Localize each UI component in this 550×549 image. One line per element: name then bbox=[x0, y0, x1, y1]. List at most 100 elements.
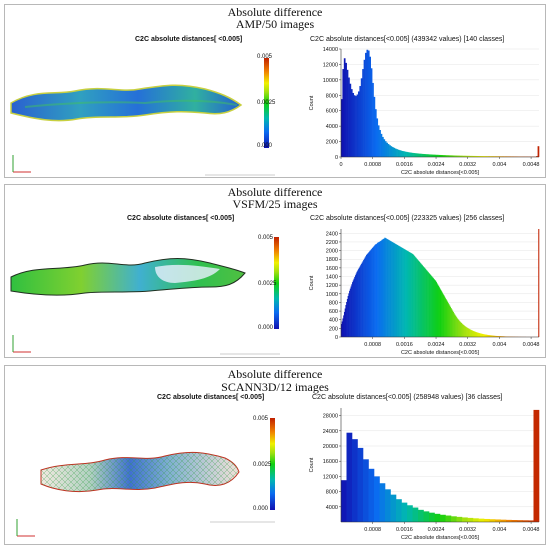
histogram-bar bbox=[391, 241, 393, 337]
histogram-bar bbox=[409, 252, 411, 337]
histogram-bar bbox=[468, 155, 470, 157]
histogram-bar bbox=[438, 154, 441, 157]
histogram-bar bbox=[387, 144, 390, 157]
histogram-bar bbox=[355, 273, 357, 337]
histogram-bar bbox=[391, 241, 393, 337]
colorbar-tick-max: 0.005 bbox=[253, 416, 269, 422]
y-axis-label: Count bbox=[309, 95, 315, 110]
histogram-bar bbox=[364, 257, 366, 337]
histogram-bar bbox=[489, 519, 496, 522]
histogram-bar bbox=[390, 241, 392, 337]
histogram-bar bbox=[489, 335, 491, 337]
histogram-bar bbox=[449, 306, 451, 337]
histogram-title: C2C absolute distances[<0.005] (223325 v… bbox=[310, 215, 505, 222]
histogram-bar bbox=[450, 308, 452, 337]
histogram-bar bbox=[420, 263, 422, 337]
histogram-bar bbox=[413, 254, 415, 337]
histogram-bar bbox=[424, 154, 427, 157]
histogram-bar bbox=[425, 154, 428, 157]
histogram-bar bbox=[433, 279, 435, 337]
histogram-bar bbox=[404, 151, 407, 157]
histogram-bar bbox=[441, 291, 443, 337]
histogram-bar bbox=[472, 330, 474, 337]
histogram-bar bbox=[494, 335, 496, 337]
histogram-bar bbox=[385, 238, 387, 337]
histogram-bar bbox=[413, 255, 415, 337]
histogram-bar bbox=[396, 499, 402, 522]
histogram-bar bbox=[463, 325, 465, 337]
histogram-bar bbox=[359, 266, 361, 337]
histogram-bar bbox=[431, 276, 433, 337]
histogram-bar bbox=[479, 156, 482, 157]
histogram-bar bbox=[536, 156, 538, 157]
histogram-bar bbox=[393, 147, 396, 157]
histogram-bar bbox=[501, 336, 503, 337]
histogram-bar bbox=[359, 86, 362, 157]
histogram-bar bbox=[414, 153, 417, 157]
histogram-bar bbox=[482, 333, 484, 337]
histogram-bar bbox=[461, 155, 463, 157]
histogram-bar bbox=[430, 274, 432, 337]
histogram-bar bbox=[474, 331, 476, 337]
x-tick-label: 0.004 bbox=[493, 162, 507, 168]
histogram-bar bbox=[487, 334, 489, 337]
histogram-bar bbox=[476, 332, 478, 337]
histogram-bar bbox=[440, 154, 442, 157]
histogram-bar bbox=[407, 251, 409, 337]
y-axis-label: Count bbox=[309, 457, 315, 472]
histogram-bar bbox=[344, 308, 346, 337]
colorbar bbox=[264, 58, 269, 148]
histogram-bar bbox=[475, 155, 478, 157]
histogram-bar bbox=[538, 229, 540, 337]
histogram-bar bbox=[342, 69, 345, 157]
histogram-bar bbox=[455, 316, 457, 337]
histogram-bar bbox=[486, 156, 489, 157]
histogram-bar bbox=[380, 240, 382, 337]
histogram-bar bbox=[439, 288, 441, 337]
histogram-bar bbox=[461, 323, 463, 337]
histogram-bar bbox=[477, 332, 479, 337]
histogram-bar bbox=[412, 254, 414, 337]
histogram-bar bbox=[465, 326, 467, 337]
histogram-bar bbox=[447, 302, 449, 337]
histogram-bar bbox=[477, 332, 479, 337]
histogram-bar bbox=[467, 517, 474, 522]
histogram-bar bbox=[456, 317, 458, 337]
histogram-bar bbox=[434, 279, 436, 337]
histogram-bar bbox=[430, 275, 432, 337]
histogram-bar bbox=[445, 298, 447, 337]
histogram-bar bbox=[350, 286, 352, 337]
histogram-bar bbox=[465, 155, 468, 157]
y-tick-label: 12000 bbox=[323, 62, 338, 68]
panel-subtitle: AMP/50 images bbox=[235, 17, 315, 31]
histogram-bar bbox=[438, 286, 440, 337]
histogram-bar bbox=[483, 334, 485, 337]
x-tick-label: 0 bbox=[339, 162, 342, 168]
colorbar-tick-min: 0.000 bbox=[253, 506, 269, 512]
histogram-bar bbox=[380, 133, 383, 157]
histogram-bar bbox=[495, 335, 497, 337]
histogram-bar bbox=[368, 252, 370, 337]
histogram-bar bbox=[385, 489, 391, 522]
histogram-bar bbox=[372, 247, 374, 337]
histogram-bar bbox=[451, 309, 453, 337]
histogram-bar bbox=[411, 253, 413, 337]
colorbar-label: C2C absolute distances[ <0.005] bbox=[157, 394, 265, 401]
histogram-bar bbox=[341, 480, 347, 522]
histogram-bar bbox=[499, 336, 502, 337]
x-tick-label: 0.0048 bbox=[523, 162, 540, 168]
histogram-bar bbox=[383, 139, 386, 157]
histogram-bar bbox=[394, 148, 397, 157]
histogram-bar bbox=[458, 155, 461, 157]
histogram-bar bbox=[443, 295, 445, 337]
y-tick-label: 2400 bbox=[326, 231, 338, 237]
histogram-bar bbox=[417, 153, 420, 157]
panel-title: Absolute difference bbox=[227, 367, 323, 381]
histogram-bar bbox=[356, 271, 358, 337]
histogram-bar bbox=[427, 272, 429, 337]
histogram-bar bbox=[414, 256, 416, 337]
x-tick-label: 0.0024 bbox=[428, 342, 445, 348]
histogram-bar bbox=[341, 324, 343, 337]
histogram-bar bbox=[366, 254, 368, 337]
histogram-bar bbox=[478, 518, 485, 522]
